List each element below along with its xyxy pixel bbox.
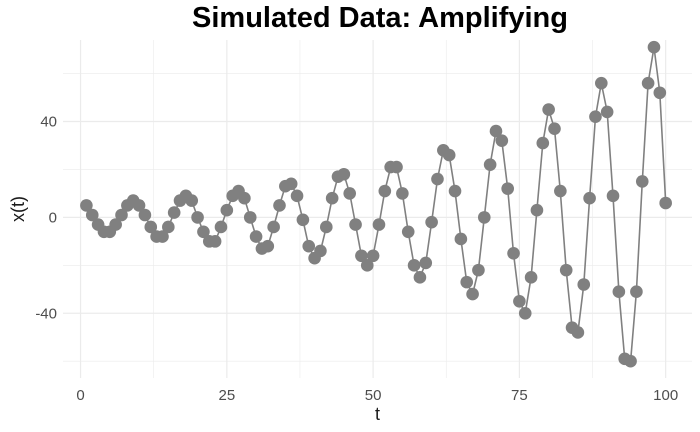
x-tick-label: 50	[365, 387, 382, 404]
data-point	[349, 218, 362, 231]
data-point	[267, 220, 280, 234]
data-point	[360, 259, 374, 272]
data-point	[273, 199, 286, 212]
data-point	[559, 263, 573, 277]
data-point	[536, 136, 550, 150]
data-point	[606, 189, 620, 203]
data-point	[156, 230, 169, 243]
series-line	[85, 47, 667, 363]
data-point	[489, 124, 503, 138]
data-point	[524, 271, 538, 284]
data-point	[571, 326, 585, 339]
data-point	[413, 271, 427, 284]
data-point	[115, 208, 128, 222]
data-point	[302, 239, 316, 253]
data-point	[612, 285, 626, 299]
data-point	[208, 235, 222, 248]
data-point	[407, 259, 421, 272]
data-point	[530, 203, 544, 217]
data-point	[243, 211, 257, 224]
data-point	[396, 187, 409, 200]
data-point	[185, 194, 199, 207]
data-point	[109, 218, 122, 231]
data-point	[80, 199, 93, 212]
chart-title: Simulated Data: Amplifying	[192, 2, 568, 34]
data-point	[442, 148, 456, 162]
x-tick-label: 0	[76, 387, 84, 404]
data-point	[167, 206, 181, 219]
data-point	[583, 191, 596, 205]
data-point	[419, 256, 433, 270]
data-point	[425, 215, 438, 229]
data-point	[320, 220, 333, 234]
data-point	[249, 230, 263, 243]
data-point	[337, 167, 351, 181]
data-point	[518, 306, 532, 320]
data-point	[191, 211, 204, 224]
data-point	[466, 287, 479, 301]
data-point	[653, 86, 667, 100]
data-point	[501, 182, 514, 195]
data-point	[577, 278, 591, 291]
tick-labels: 0 25 50 75 100 -40 0 40	[35, 114, 678, 404]
data-point	[495, 134, 509, 147]
data-point	[343, 187, 357, 200]
data-point	[507, 247, 520, 260]
data-point	[477, 211, 491, 224]
data-point	[138, 208, 152, 222]
data-point	[589, 110, 602, 124]
data-point	[325, 191, 339, 205]
data-point	[472, 263, 485, 277]
series-layer	[80, 40, 672, 368]
data-point	[454, 232, 468, 246]
x-axis-title: t	[375, 404, 380, 424]
data-point	[372, 218, 386, 231]
data-point	[483, 158, 497, 171]
data-point	[220, 203, 234, 217]
data-point	[284, 177, 298, 191]
x-tick-label: 25	[218, 387, 235, 404]
data-point	[635, 175, 649, 188]
data-point	[595, 76, 608, 90]
data-point	[600, 105, 614, 119]
data-point	[641, 76, 655, 90]
grid-lines	[63, 40, 692, 378]
data-point	[647, 40, 661, 54]
data-point	[513, 294, 526, 308]
x-tick-label: 100	[653, 387, 678, 404]
data-point	[624, 354, 637, 368]
data-point	[460, 275, 474, 289]
y-tick-label: 0	[49, 209, 57, 226]
data-point	[290, 189, 304, 203]
data-point	[144, 220, 158, 234]
data-point	[659, 196, 672, 210]
data-point	[214, 220, 228, 234]
y-axis-title: x(t)	[8, 196, 28, 222]
data-point	[162, 220, 175, 234]
y-tick-label: 40	[40, 114, 57, 131]
data-point	[85, 208, 99, 222]
data-point	[296, 213, 310, 227]
x-tick-label: 75	[511, 387, 528, 404]
data-point	[630, 285, 643, 299]
data-point	[132, 199, 146, 212]
data-point	[378, 184, 392, 198]
data-point	[554, 184, 567, 198]
data-point	[448, 184, 462, 198]
data-point	[197, 225, 210, 239]
data-point	[431, 172, 444, 186]
data-point	[261, 239, 275, 253]
data-point	[355, 249, 368, 263]
data-point	[401, 225, 415, 239]
data-point	[238, 191, 251, 205]
data-point	[542, 103, 555, 116]
data-point	[548, 122, 561, 135]
data-point	[314, 244, 327, 258]
data-point	[390, 160, 403, 174]
y-tick-label: -40	[35, 305, 57, 322]
data-point	[366, 249, 380, 263]
